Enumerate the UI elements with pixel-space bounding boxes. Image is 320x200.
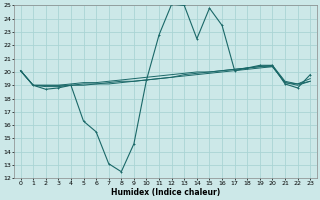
X-axis label: Humidex (Indice chaleur): Humidex (Indice chaleur) — [111, 188, 220, 197]
